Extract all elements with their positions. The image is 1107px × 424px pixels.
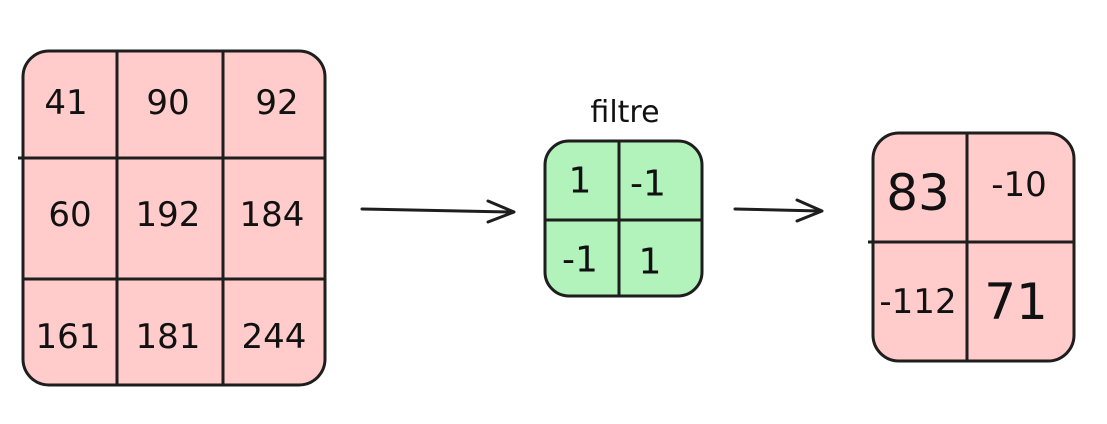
- input-cell-4: 192: [136, 195, 201, 235]
- output-cell-1: -10: [991, 165, 1047, 205]
- filter-cell-2: -1: [562, 240, 598, 281]
- filter-cell-1: -1: [630, 164, 666, 205]
- input-cell-8: 244: [242, 317, 307, 357]
- input-cell-0: 41: [44, 83, 87, 123]
- arrow-filter-to-output: [733, 198, 824, 223]
- input-matrix-box: [21, 49, 327, 387]
- output-cell-0: 83: [886, 164, 950, 222]
- output-matrix: 83 -10 -112 71: [868, 131, 1076, 363]
- output-cell-2: -112: [879, 282, 956, 322]
- input-matrix: 41 90 92 60 192 184 161 181 244: [18, 49, 327, 387]
- input-cell-2: 92: [255, 83, 298, 123]
- arrow-input-to-filter: [360, 199, 516, 224]
- input-cell-5: 184: [240, 195, 305, 235]
- filter-cell-0: 1: [569, 161, 592, 202]
- filter-cell-3: 1: [639, 242, 662, 283]
- input-cell-7: 181: [136, 317, 201, 357]
- input-cell-3: 60: [48, 195, 91, 235]
- input-cell-6: 161: [36, 317, 101, 357]
- output-cell-3: 71: [984, 273, 1048, 331]
- input-cell-1: 90: [146, 83, 189, 123]
- filter-label: filtre: [590, 95, 659, 130]
- output-matrix-box: [871, 131, 1076, 363]
- filter-matrix: filtre 1 -1 -1 1: [543, 95, 704, 298]
